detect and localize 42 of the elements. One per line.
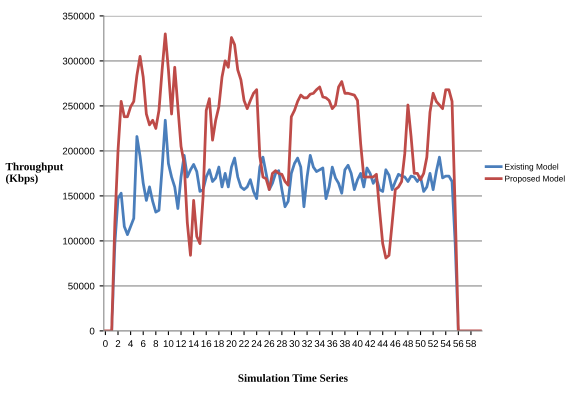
x-tick-label: 32 (302, 340, 312, 348)
x-tick-label: 42 (364, 340, 376, 347)
x-tick-label: 50 (416, 340, 426, 348)
x-tick-label: 22 (239, 340, 249, 347)
x-tick-label: 44 (378, 340, 388, 347)
x-tick-label: 46 (390, 340, 400, 348)
x-tick-label: 20 (226, 340, 236, 348)
x-tick-label: 8 (154, 340, 158, 348)
y-tick-label: 300000 (62, 58, 94, 65)
legend-label: Existing Model (505, 164, 558, 172)
x-tick-label: 28 (276, 340, 287, 348)
x-tick-label: 26 (264, 340, 274, 348)
legend-label: Proposed Model (505, 175, 565, 184)
y-tick-label: 350000 (62, 12, 94, 20)
y-tick-label: 200000 (62, 148, 94, 155)
x-tick-label: 30 (289, 340, 300, 348)
x-tick-label: 58 (466, 340, 476, 348)
x-tick-label: 34 (314, 340, 325, 348)
x-tick-label: 6 (141, 340, 146, 348)
y-axis-title: Throughput (Kbps) (6, 162, 64, 184)
y-tick-label: 50000 (68, 282, 94, 290)
x-tick-label: 52 (428, 340, 438, 348)
x-tick-label: 18 (214, 340, 224, 348)
x-tick-label: 10 (164, 340, 174, 348)
x-axis-title: Simulation Time Series (238, 374, 348, 382)
x-tick-label: 24 (252, 340, 262, 347)
x-tick-label: 38 (340, 340, 350, 348)
x-tick-label: 0 (103, 340, 108, 348)
x-tick-label: 56 (453, 340, 464, 348)
x-tick-label: 48 (402, 340, 413, 348)
y-tick-label: 150000 (63, 192, 94, 200)
x-tick-label: 14 (188, 340, 199, 347)
x-tick-label: 16 (202, 340, 212, 348)
y-tick-label: 100000 (63, 238, 94, 245)
x-tick-label: 54 (440, 340, 451, 348)
y-tick-label: 250000 (62, 102, 94, 110)
y-tick-label: 0 (90, 328, 94, 335)
x-tick-label: 4 (128, 340, 134, 347)
x-tick-label: 40 (352, 340, 363, 348)
x-tick-label: 36 (327, 340, 338, 348)
x-tick-label: 12 (176, 340, 186, 347)
x-tick-label: 2 (116, 340, 120, 347)
